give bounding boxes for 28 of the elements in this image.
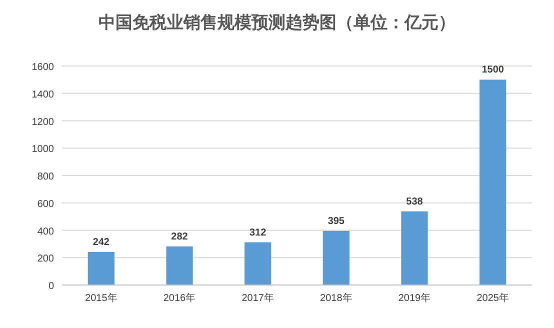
y-tick-label: 1000: [32, 144, 54, 156]
y-tick-label: 0: [48, 281, 54, 292]
data-label: 1500: [482, 64, 504, 76]
x-tick-label: 2017年: [242, 292, 274, 304]
bar: [480, 80, 506, 285]
x-tick-label: 2019年: [398, 292, 431, 304]
data-label: 538: [406, 196, 424, 208]
data-label: 395: [328, 216, 345, 227]
data-label: 242: [92, 236, 110, 248]
y-tick-label: 1400: [32, 89, 54, 100]
chart-title: 中国免税业销售规模预测趋势图（单位：亿元）: [98, 13, 456, 33]
y-tick-label: 800: [37, 172, 54, 182]
y-tick-label: 400: [37, 226, 54, 238]
data-label: 312: [249, 227, 267, 238]
x-tick-label: 2025年: [476, 292, 509, 304]
bar: [322, 230, 350, 285]
x-tick-label: 2016年: [163, 292, 196, 304]
bar: [401, 211, 428, 285]
bar: [244, 242, 272, 285]
y-tick-label: 600: [37, 198, 54, 210]
bar: [166, 246, 193, 285]
y-tick-label: 1200: [32, 116, 54, 128]
bar: [88, 252, 114, 285]
x-tick-label: 2018年: [320, 292, 352, 304]
x-tick-label: 2015年: [85, 292, 118, 304]
y-tick-label: 1600: [32, 62, 54, 73]
y-tick-label: 200: [37, 254, 54, 265]
data-label: 282: [171, 231, 188, 242]
